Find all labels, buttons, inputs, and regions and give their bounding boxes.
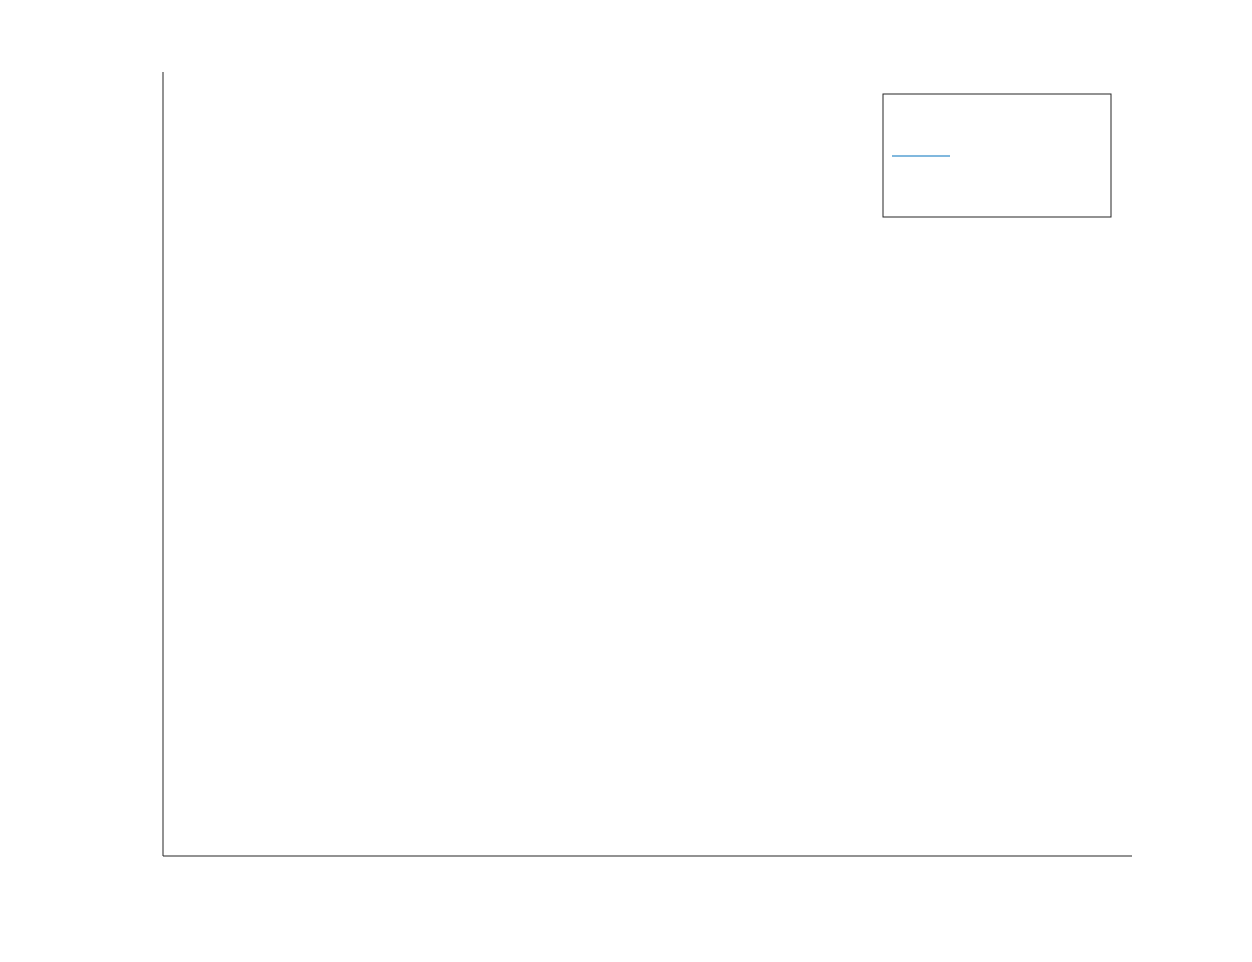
chart (162, 72, 1132, 857)
